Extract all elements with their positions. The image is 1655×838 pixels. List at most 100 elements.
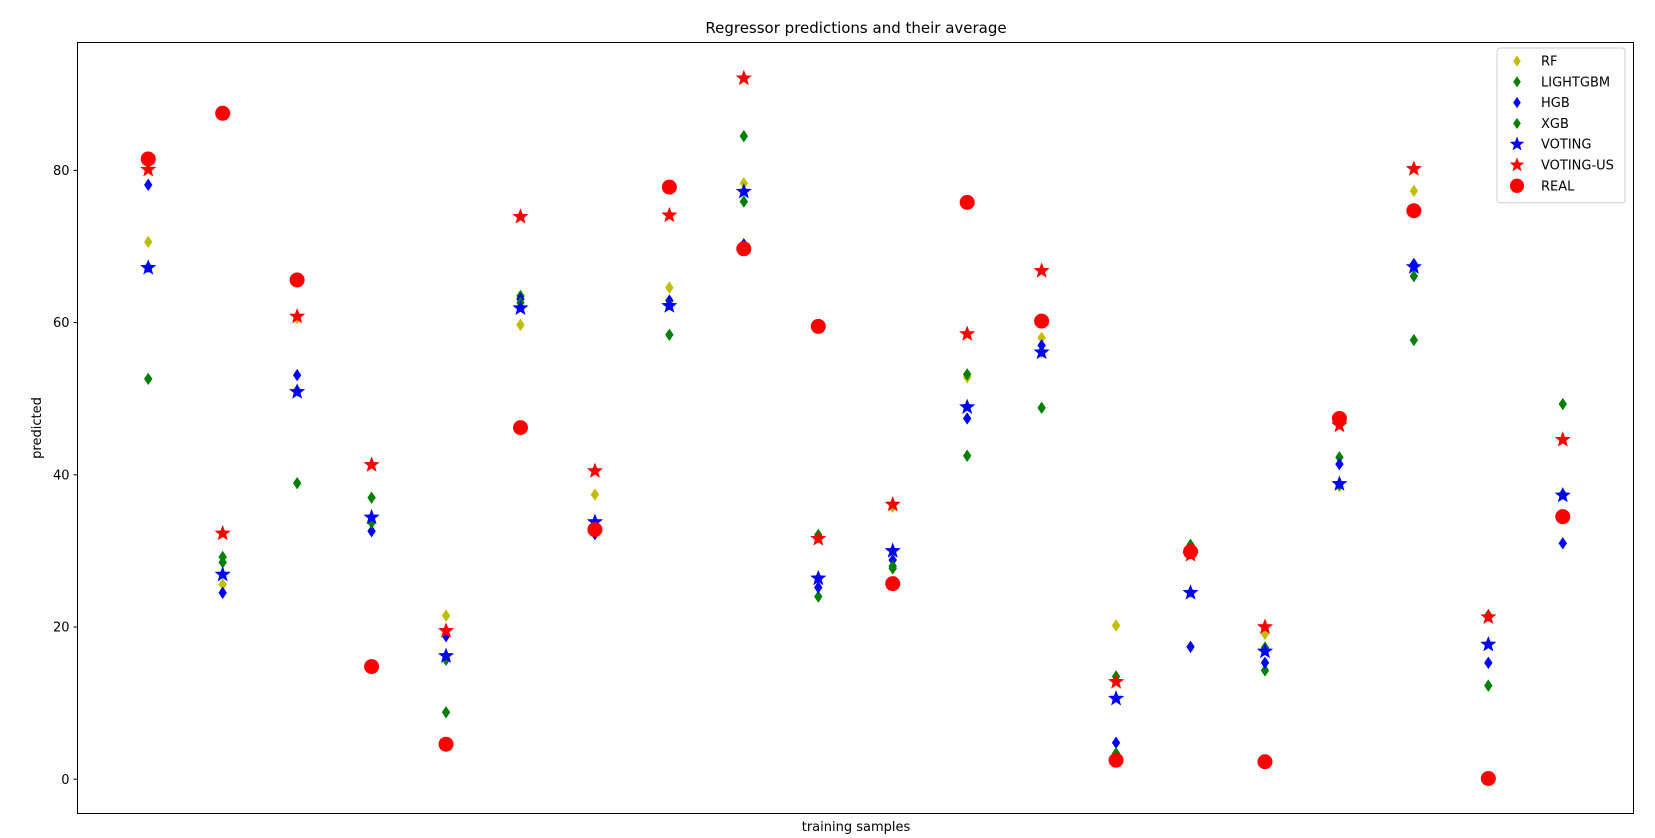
point-voting-us bbox=[586, 462, 604, 478]
point-voting-us bbox=[1033, 262, 1050, 278]
legend-marker-rf bbox=[1513, 55, 1521, 67]
point-real bbox=[1406, 203, 1422, 219]
point-voting bbox=[661, 297, 678, 313]
point-voting bbox=[214, 566, 231, 582]
point-voting-us bbox=[289, 308, 306, 324]
point-lightgbm bbox=[665, 328, 674, 341]
point-xgb bbox=[218, 556, 227, 569]
point-real bbox=[959, 194, 975, 210]
point-voting bbox=[1256, 642, 1274, 659]
chart-title: Regressor predictions and their average bbox=[705, 19, 1006, 37]
point-xgb bbox=[888, 559, 897, 573]
legend-label-hgb: HGB bbox=[1541, 96, 1570, 111]
point-real bbox=[810, 318, 826, 334]
point-voting-us bbox=[1107, 673, 1125, 689]
legend-box bbox=[1496, 47, 1626, 204]
point-voting-us bbox=[1256, 618, 1274, 634]
point-real bbox=[1331, 410, 1347, 426]
point-voting-us bbox=[437, 622, 455, 638]
point-lightgbm bbox=[962, 449, 972, 462]
point-voting bbox=[1182, 584, 1199, 600]
point-real bbox=[885, 576, 901, 592]
point-voting bbox=[1480, 636, 1497, 652]
point-real bbox=[1257, 754, 1273, 770]
legend-label-voting: VOTING bbox=[1541, 138, 1591, 153]
legend-marker-lightgbm bbox=[1513, 76, 1521, 88]
y-tick-label: 40 bbox=[53, 468, 70, 483]
point-hgb bbox=[962, 412, 972, 425]
legend-marker-hgb bbox=[1513, 97, 1521, 109]
point-voting bbox=[363, 508, 380, 525]
point-rf bbox=[665, 281, 674, 294]
point-voting bbox=[1033, 343, 1050, 360]
point-rf bbox=[1111, 619, 1121, 632]
legend-marker-real bbox=[1509, 178, 1525, 193]
y-tick-label: 0 bbox=[61, 773, 69, 788]
y-tick-label: 60 bbox=[53, 316, 70, 331]
legend: RF LIGHTGBM HGB XGB VOTING VOTING-US REAL bbox=[1496, 47, 1626, 204]
point-lightgbm bbox=[1037, 401, 1046, 415]
point-voting bbox=[1331, 475, 1348, 491]
point-hgb bbox=[1260, 656, 1270, 670]
point-hgb bbox=[1186, 640, 1195, 654]
point-real bbox=[1480, 770, 1496, 786]
point-rf bbox=[1260, 627, 1270, 641]
point-hgb bbox=[1335, 457, 1344, 471]
point-xgb bbox=[441, 653, 451, 666]
point-lightgbm bbox=[1260, 664, 1270, 677]
point-lightgbm bbox=[367, 491, 376, 504]
point-lightgbm bbox=[739, 129, 749, 143]
point-real bbox=[512, 420, 528, 436]
point-real bbox=[215, 105, 231, 121]
point-voting-us bbox=[512, 208, 529, 224]
legend-label-xgb: XGB bbox=[1541, 117, 1569, 132]
data-marks bbox=[140, 69, 1571, 786]
point-hgb bbox=[367, 524, 376, 538]
point-hgb bbox=[144, 178, 153, 192]
point-real bbox=[1555, 509, 1571, 525]
point-voting-us bbox=[1554, 431, 1571, 447]
point-lightgbm bbox=[1484, 679, 1493, 692]
point-lightgbm bbox=[292, 476, 302, 490]
point-real bbox=[736, 241, 752, 257]
point-real bbox=[1183, 544, 1199, 560]
point-hgb bbox=[441, 629, 451, 643]
point-voting-us bbox=[1480, 608, 1497, 625]
point-hgb bbox=[814, 581, 823, 594]
point-hgb bbox=[1558, 537, 1567, 550]
point-voting-us bbox=[661, 206, 678, 223]
legend-label-rf: RF bbox=[1541, 55, 1558, 70]
point-voting-us bbox=[214, 524, 231, 541]
x-axis-label: training samples bbox=[802, 820, 911, 835]
plot-frame bbox=[77, 42, 1634, 814]
point-rf bbox=[441, 609, 451, 622]
point-voting bbox=[586, 513, 604, 529]
point-xgb bbox=[739, 195, 749, 208]
point-voting bbox=[1405, 258, 1422, 274]
point-voting-us bbox=[1405, 160, 1422, 176]
point-real bbox=[438, 736, 454, 752]
point-voting-us bbox=[735, 69, 752, 86]
point-voting bbox=[437, 647, 455, 663]
point-voting-us bbox=[884, 495, 901, 512]
point-voting-us bbox=[959, 325, 976, 341]
y-tick-label: 80 bbox=[53, 164, 70, 179]
point-rf bbox=[144, 235, 153, 249]
point-hgb bbox=[218, 586, 227, 599]
point-voting bbox=[959, 398, 976, 414]
point-xgb bbox=[962, 368, 972, 381]
point-real bbox=[1108, 752, 1124, 768]
point-real bbox=[587, 522, 603, 538]
point-rf bbox=[516, 318, 525, 332]
point-hgb bbox=[1111, 736, 1121, 749]
point-real bbox=[364, 659, 380, 675]
legend-label-voting-us: VOTING-US bbox=[1541, 159, 1614, 174]
legend-marker-xgb bbox=[1513, 117, 1521, 129]
point-voting bbox=[289, 383, 306, 399]
point-real bbox=[140, 151, 156, 167]
y-axis-label: predicted bbox=[30, 397, 45, 459]
legend-marker-voting-us bbox=[1509, 157, 1525, 172]
point-voting-us bbox=[140, 161, 157, 177]
legend-label-lightgbm: LIGHTGBM bbox=[1541, 75, 1610, 90]
